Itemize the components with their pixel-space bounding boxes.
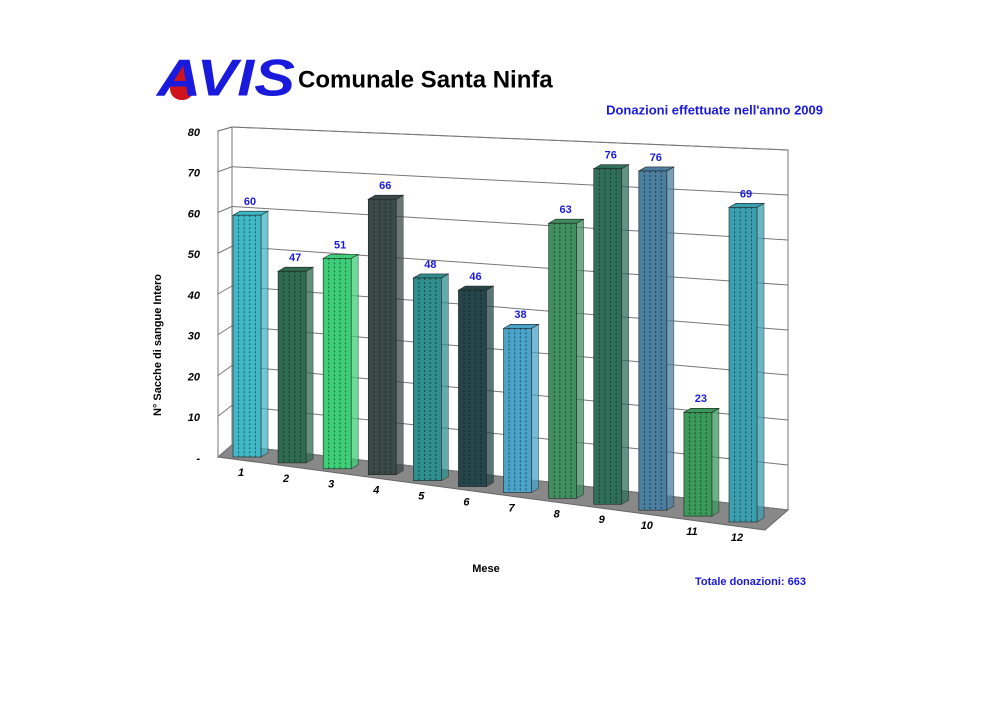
x-tick-label: 10 <box>641 520 654 532</box>
y-tick <box>217 245 233 254</box>
x-tick-label: 6 <box>463 496 470 508</box>
y-tick <box>217 166 233 173</box>
bar <box>638 170 668 511</box>
value-label: 47 <box>289 252 301 264</box>
value-label: 48 <box>424 259 436 271</box>
x-tick-label: 5 <box>418 491 425 503</box>
x-tick-label: 4 <box>372 485 379 497</box>
y-tick-label: 80 <box>188 127 201 139</box>
y-tick <box>217 365 233 376</box>
bar <box>548 222 577 499</box>
bar <box>277 270 307 464</box>
bar <box>232 214 262 458</box>
bar-side <box>531 323 539 493</box>
bar-side <box>666 166 675 511</box>
chart-title: Comunale Santa Ninfa <box>298 66 553 93</box>
logo-text: AVIS <box>155 50 296 108</box>
grid-line <box>231 126 789 151</box>
bar <box>413 277 442 481</box>
y-tick-label: 60 <box>188 208 201 220</box>
x-axis-label: Mese <box>472 563 500 575</box>
y-tick <box>217 404 233 417</box>
x-tick-label: 8 <box>554 508 561 520</box>
x-tick-label: 2 <box>282 473 289 485</box>
x-tick-label: 9 <box>599 514 606 526</box>
grid-line <box>231 166 789 196</box>
bar <box>503 328 532 493</box>
bar-side <box>756 202 765 523</box>
x-tick-label: 1 <box>238 467 244 479</box>
y-tick <box>217 325 233 336</box>
value-label: 60 <box>244 196 256 208</box>
bar-side <box>486 285 494 488</box>
value-label: 38 <box>514 309 526 321</box>
bar-side <box>260 210 269 458</box>
x-tick-label: 3 <box>328 479 334 491</box>
y-tick-label: 70 <box>188 168 201 180</box>
y-tick-label: 40 <box>187 290 201 302</box>
y-tick <box>217 444 233 458</box>
x-tick-label: 7 <box>508 502 515 514</box>
bar-side <box>305 266 314 464</box>
bar <box>683 412 713 517</box>
logo: AVIS <box>155 50 296 108</box>
y-tick-label: 30 <box>188 331 201 343</box>
chart-subtitle: Donazioni effettuate nell'anno 2009 <box>606 102 823 117</box>
bar <box>728 207 758 523</box>
x-tick-label: 12 <box>731 532 743 544</box>
bar-side <box>576 218 584 499</box>
bar-side <box>395 194 404 476</box>
bar <box>322 258 352 470</box>
bar-side <box>711 407 720 517</box>
value-label: 63 <box>560 204 572 216</box>
logo-drop <box>170 62 194 100</box>
grid-line <box>231 206 789 241</box>
y-axis-label: N° Sacche di sangue Intero <box>152 274 164 416</box>
bar <box>593 168 623 505</box>
y-tick <box>217 285 233 295</box>
value-label: 46 <box>469 271 481 283</box>
y-tick-label: 50 <box>188 249 201 261</box>
value-label: 51 <box>334 239 346 251</box>
bar-side <box>441 273 449 482</box>
y-tick-label: - <box>196 453 200 465</box>
value-label: 23 <box>695 393 707 405</box>
value-label: 76 <box>605 150 617 162</box>
bar-side <box>350 253 359 470</box>
y-tick <box>217 206 233 213</box>
value-label: 66 <box>379 180 391 192</box>
y-tick-label: 20 <box>187 371 201 383</box>
x-tick-label: 11 <box>686 526 697 538</box>
value-label: 76 <box>650 152 662 164</box>
y-tick <box>217 126 233 132</box>
y-tick-label: 10 <box>188 412 201 424</box>
bar <box>458 289 487 487</box>
grid-line <box>231 245 789 286</box>
bar <box>367 198 397 476</box>
bar-side <box>621 164 630 505</box>
value-label: 69 <box>740 188 752 200</box>
total-label: Totale donazioni: 663 <box>695 576 806 588</box>
